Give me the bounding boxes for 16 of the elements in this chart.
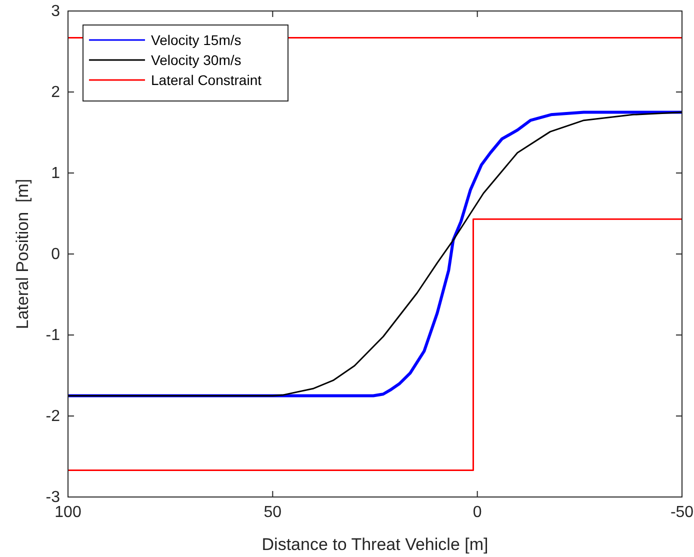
x-tick-label: 0 [472, 504, 482, 521]
y-tick-label: 0 [51, 246, 60, 263]
legend-label: Velocity 30m/s [151, 52, 242, 68]
legend-label: Velocity 15m/s [151, 32, 242, 48]
y-tick-label: 2 [51, 84, 60, 101]
legend-label: Lateral Constraint [151, 72, 262, 88]
y-tick-label: 3 [51, 3, 60, 20]
y-tick-label: -2 [46, 408, 60, 425]
x-tick-label: 50 [264, 504, 282, 521]
y-tick-label: 1 [51, 165, 60, 182]
x-tick-label: 100 [54, 504, 82, 521]
x-tick-label: -50 [670, 504, 694, 521]
y-tick-label: -3 [46, 489, 60, 506]
y-axis-title: Lateral Position [m] [13, 178, 32, 330]
y-tick-label: -1 [46, 327, 60, 344]
x-axis-title: Distance to Threat Vehicle [m] [262, 535, 488, 554]
